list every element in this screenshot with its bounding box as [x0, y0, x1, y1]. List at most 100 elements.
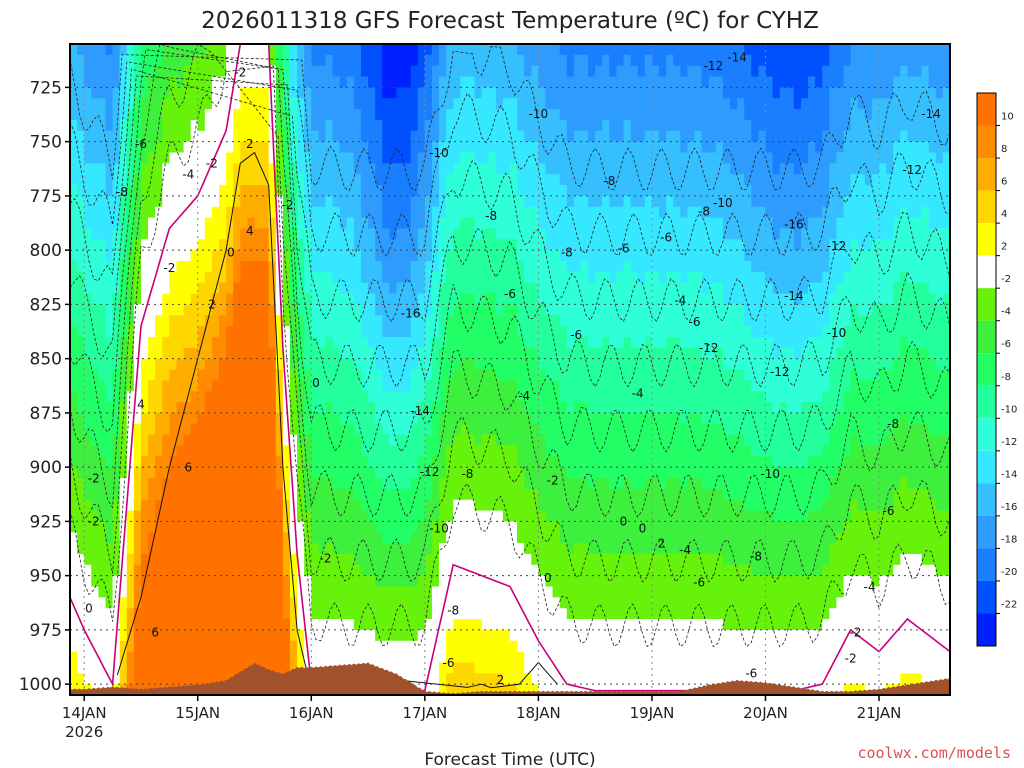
field-cell [70, 76, 78, 88]
field-cell [297, 87, 305, 99]
field-cell [119, 423, 128, 436]
field-cell [396, 391, 405, 403]
field-cell [510, 44, 518, 56]
field-cell [495, 412, 504, 425]
field-cell [651, 510, 660, 522]
field-cell [651, 163, 660, 175]
field-cell [183, 293, 192, 305]
field-cell [545, 271, 554, 284]
field-cell [211, 521, 220, 533]
field-cell [502, 510, 511, 522]
field-cell [339, 640, 348, 653]
field-cell [254, 586, 263, 598]
field-cell [609, 478, 618, 490]
field-cell [318, 195, 327, 208]
field-cell [275, 98, 284, 110]
field-cell [538, 478, 547, 490]
field-cell [453, 619, 461, 631]
field-cell [637, 152, 646, 164]
field-cell [219, 543, 227, 555]
field-cell [339, 347, 348, 360]
field-cell [368, 261, 376, 273]
field-cell [637, 54, 646, 67]
field-cell [268, 445, 277, 457]
field-cell [247, 391, 256, 403]
field-cell [573, 467, 582, 479]
field-cell [133, 673, 142, 685]
field-cell [339, 250, 348, 262]
field-cell [559, 619, 568, 631]
field-cell [538, 564, 547, 577]
field-cell [211, 532, 220, 544]
field-cell [375, 478, 383, 490]
field-cell [162, 575, 170, 588]
field-cell [573, 510, 582, 522]
field-cell [148, 662, 156, 674]
field-cell [240, 206, 249, 219]
field-cell [70, 185, 78, 197]
field-cell [410, 326, 419, 338]
field-cell [98, 619, 107, 631]
field-cell [368, 402, 376, 414]
field-cell [389, 521, 398, 533]
field-cell [403, 293, 412, 305]
field-cell [282, 629, 291, 642]
field-cell [637, 380, 646, 392]
field-cell [446, 130, 454, 143]
field-cell [403, 532, 412, 544]
field-cell [446, 629, 454, 642]
field-cell [644, 608, 653, 620]
field-cell [297, 423, 305, 436]
field-cell [588, 336, 596, 349]
field-cell [240, 76, 249, 88]
field-cell [566, 358, 575, 371]
field-cell [197, 206, 206, 219]
field-cell [219, 662, 227, 674]
field-cell [424, 564, 433, 577]
field-cell [580, 87, 589, 99]
field-cell [488, 662, 497, 674]
field-cell [197, 673, 206, 685]
field-cell [304, 467, 312, 479]
field-cell [282, 119, 291, 132]
field-cell [439, 141, 447, 154]
field-cell [304, 532, 312, 544]
field-cell [616, 369, 625, 381]
field-cell [446, 412, 454, 425]
field-cell [659, 174, 667, 186]
field-cell [268, 326, 277, 338]
field-cell [474, 152, 483, 164]
field-cell [481, 521, 490, 533]
field-cell [219, 228, 227, 240]
field-cell [169, 640, 178, 653]
field-cell [197, 347, 206, 360]
field-cell [424, 402, 433, 414]
field-cell [630, 98, 639, 110]
field-cell [133, 44, 142, 56]
field-cell [389, 119, 398, 132]
field-cell [204, 304, 213, 316]
field-cell [651, 130, 660, 143]
field-cell [290, 629, 298, 642]
field-cell [162, 119, 170, 132]
field-cell [630, 261, 639, 273]
field-cell [580, 130, 589, 143]
field-cell [211, 250, 220, 262]
field-cell [431, 76, 440, 88]
field-cell [559, 586, 568, 598]
field-cell [460, 629, 469, 642]
field-cell [70, 304, 78, 316]
field-cell [268, 575, 277, 588]
field-cell [247, 76, 256, 88]
field-cell [133, 402, 142, 414]
field-cell [573, 76, 582, 88]
field-cell [424, 87, 433, 99]
field-cell [644, 499, 653, 512]
field-cell [219, 315, 227, 327]
field-cell [84, 228, 92, 240]
field-cell [148, 369, 156, 381]
field-cell [148, 651, 156, 664]
field-cell [616, 423, 625, 436]
field-cell [602, 564, 610, 577]
field-cell [105, 174, 114, 186]
